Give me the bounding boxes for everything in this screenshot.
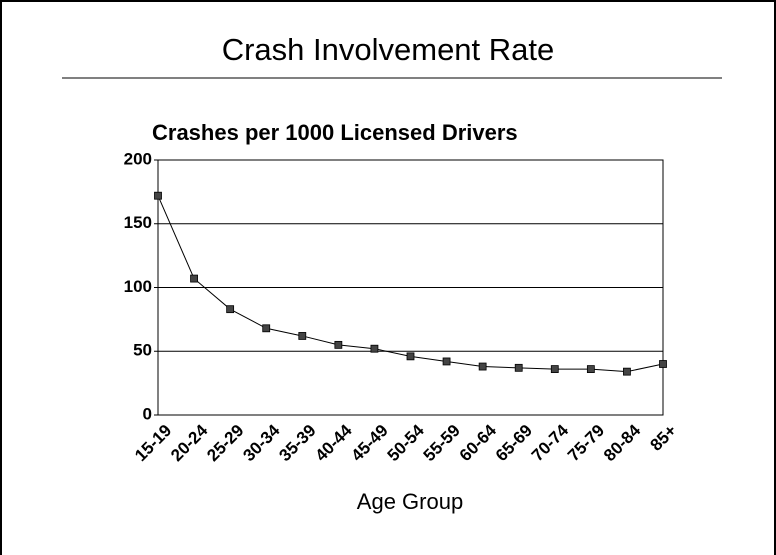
marker — [298, 332, 307, 340]
marker — [226, 305, 235, 314]
chart-title: Crash Involvement Rate — [222, 32, 555, 67]
x-axis-label: Age Group — [357, 489, 463, 514]
marker — [442, 357, 451, 366]
marker — [659, 360, 667, 368]
marker — [550, 365, 559, 374]
marker — [370, 344, 379, 353]
chart-subtitle: Crashes per 1000 Licensed Drivers — [152, 120, 518, 145]
marker — [262, 324, 271, 333]
y-tick-label: 50 — [133, 341, 152, 360]
marker — [406, 352, 415, 361]
y-tick-label: 200 — [124, 149, 152, 168]
marker — [478, 362, 487, 371]
marker — [514, 363, 523, 372]
y-tick-label: 100 — [124, 277, 152, 296]
marker — [623, 367, 631, 376]
marker — [190, 274, 198, 283]
y-tick-label: 0 — [143, 404, 152, 423]
marker — [154, 191, 162, 200]
marker — [586, 365, 595, 374]
y-tick-label: 150 — [124, 213, 152, 232]
marker — [334, 340, 343, 349]
